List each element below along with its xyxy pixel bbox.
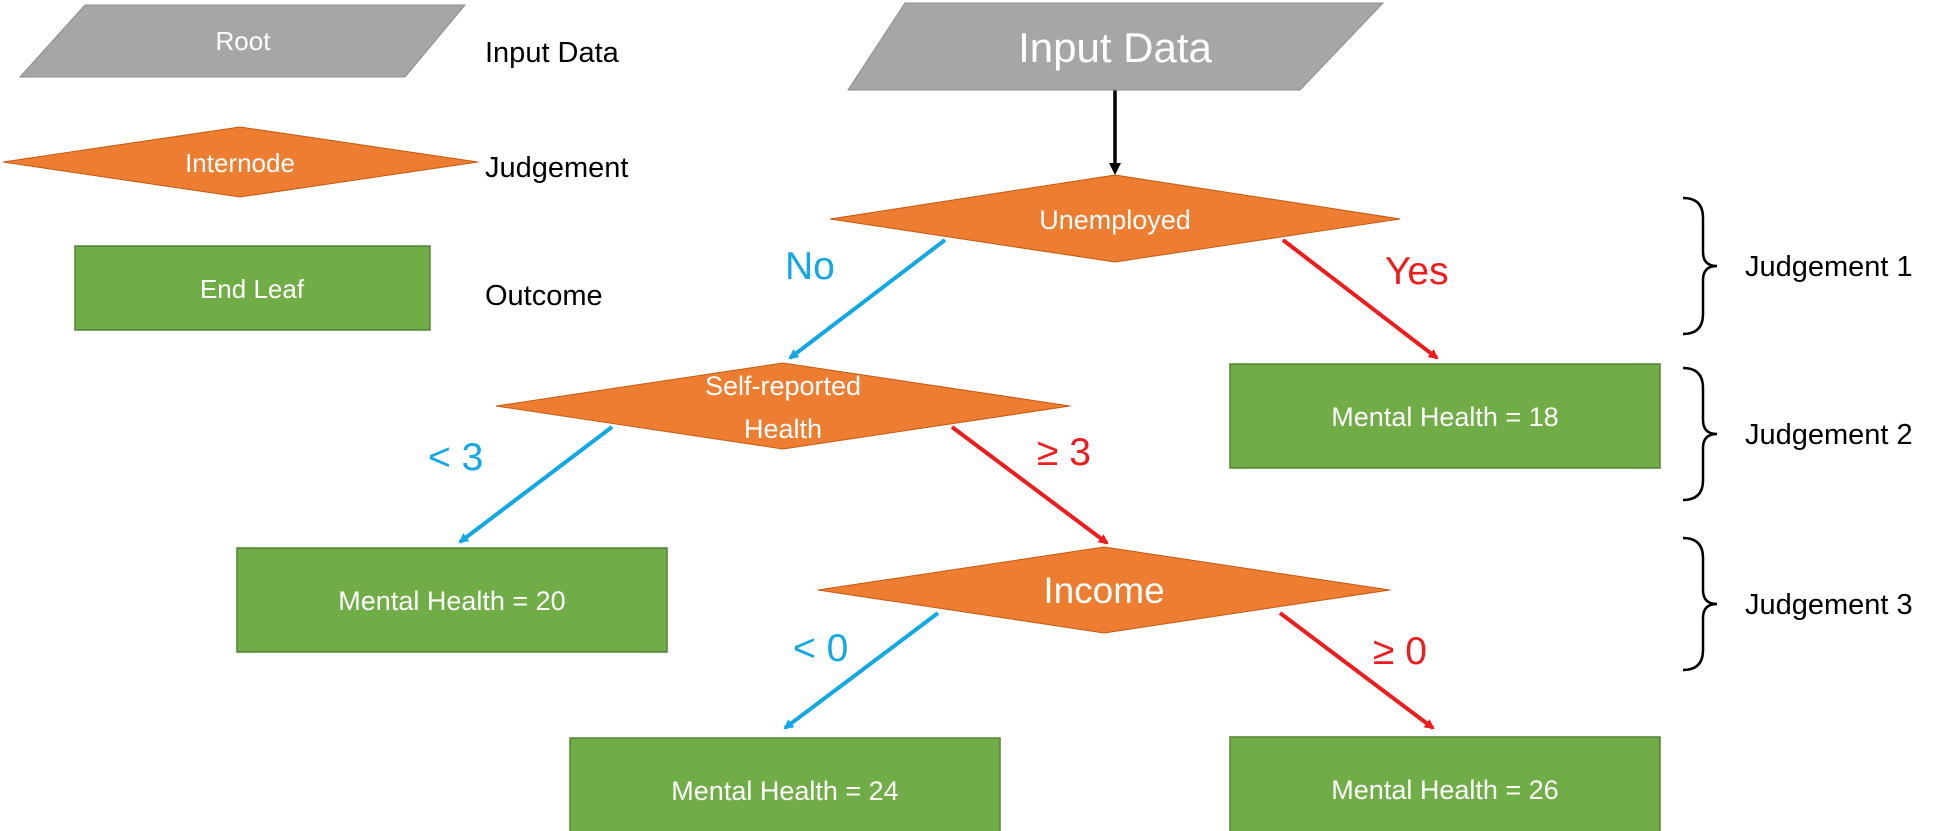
legend-internode-description: Judgement (485, 152, 629, 184)
judgement-1-brace (1682, 196, 1718, 336)
connectors (458, 90, 1439, 730)
legend-internode-shape (2, 126, 479, 198)
income-node-label: Income (1043, 570, 1164, 611)
legend-root-shape (18, 4, 467, 78)
leaf-18-label: Mental Health = 18 (1331, 402, 1558, 432)
legend: Root Input Data Internode Judgement End … (2, 4, 629, 331)
leaf-mental-health-20: Mental Health = 20 (236, 547, 668, 653)
health-high-label: ≥ 3 (1037, 431, 1091, 474)
leaf-20-shape (236, 547, 668, 653)
judgement-3-brace (1682, 536, 1718, 672)
unemployed-no-branch (788, 238, 947, 360)
income-node: Income (817, 546, 1391, 634)
leaf-mental-health-18: Mental Health = 18 (1229, 363, 1661, 469)
root-node: Input Data (847, 2, 1385, 91)
leaf-18-shape (1229, 363, 1661, 469)
legend-root-description: Input Data (485, 37, 620, 69)
leaf-20-label: Mental Health = 20 (338, 586, 565, 616)
income-low-label: < 0 (793, 627, 848, 670)
unemployed-node: Unemployed (829, 174, 1401, 263)
self-reported-health-node-shape (495, 362, 1071, 450)
unemployed-node-label: Unemployed (1039, 205, 1191, 235)
legend-leaf-description: Outcome (485, 280, 603, 312)
leaf-26-label: Mental Health = 26 (1331, 775, 1558, 805)
unemployed-yes-label: Yes (1385, 250, 1449, 293)
income-low-branch (783, 611, 940, 730)
root-node-label: Input Data (1018, 24, 1212, 71)
income-high-label: ≥ 0 (1373, 630, 1427, 673)
legend-leaf-shape (74, 245, 431, 331)
health-low-branch (458, 425, 614, 544)
unemployed-no-label: No (785, 245, 835, 288)
level-braces: Judgement 1 Judgement 2 Judgement 3 (1682, 196, 1913, 672)
leaf-mental-health-24: Mental Health = 24 (569, 737, 1001, 831)
self-reported-health-label-line2: Health (744, 414, 822, 444)
leaf-26-shape (1229, 736, 1661, 831)
legend-root-label: Root (216, 26, 272, 56)
leaf-mental-health-26: Mental Health = 26 (1229, 736, 1661, 831)
leaf-24-label: Mental Health = 24 (671, 776, 898, 806)
unemployed-node-shape (829, 174, 1401, 263)
legend-leaf-label: End Leaf (200, 274, 305, 304)
root-node-shape (847, 2, 1385, 91)
self-reported-health-node: Self-reported Health (495, 362, 1071, 450)
judgement-2-label: Judgement 2 (1745, 419, 1913, 451)
legend-internode-label: Internode (185, 148, 295, 178)
income-node-shape (817, 546, 1391, 634)
self-reported-health-label-line1: Self-reported (705, 371, 861, 401)
health-high-branch (950, 425, 1109, 545)
income-high-branch (1278, 611, 1435, 730)
judgement-3-label: Judgement 3 (1745, 589, 1913, 621)
leaf-24-shape (569, 737, 1001, 831)
unemployed-yes-branch (1281, 238, 1439, 360)
judgement-1-label: Judgement 1 (1745, 251, 1913, 283)
health-low-label: < 3 (428, 436, 483, 479)
judgement-2-brace (1682, 366, 1718, 502)
